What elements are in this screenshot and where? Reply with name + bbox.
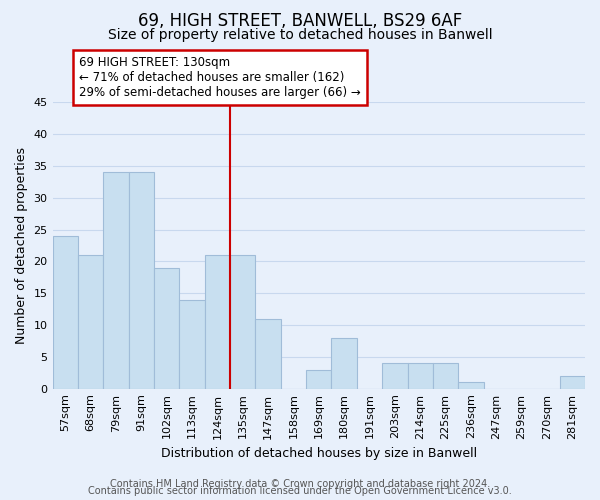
Bar xyxy=(103,172,128,388)
Bar xyxy=(205,255,230,388)
Text: Contains HM Land Registry data © Crown copyright and database right 2024.: Contains HM Land Registry data © Crown c… xyxy=(110,479,490,489)
Bar xyxy=(230,255,256,388)
Bar xyxy=(179,300,205,388)
Bar xyxy=(382,363,407,388)
Bar xyxy=(128,172,154,388)
Bar xyxy=(560,376,585,388)
Bar xyxy=(458,382,484,388)
Bar xyxy=(306,370,331,388)
Bar xyxy=(407,363,433,388)
Bar xyxy=(78,255,103,388)
Text: Contains public sector information licensed under the Open Government Licence v3: Contains public sector information licen… xyxy=(88,486,512,496)
Bar xyxy=(53,236,78,388)
Text: Size of property relative to detached houses in Banwell: Size of property relative to detached ho… xyxy=(107,28,493,42)
Bar xyxy=(154,268,179,388)
Text: 69 HIGH STREET: 130sqm
← 71% of detached houses are smaller (162)
29% of semi-de: 69 HIGH STREET: 130sqm ← 71% of detached… xyxy=(79,56,361,99)
Bar xyxy=(433,363,458,388)
Bar xyxy=(256,318,281,388)
Text: 69, HIGH STREET, BANWELL, BS29 6AF: 69, HIGH STREET, BANWELL, BS29 6AF xyxy=(138,12,462,30)
X-axis label: Distribution of detached houses by size in Banwell: Distribution of detached houses by size … xyxy=(161,447,477,460)
Bar xyxy=(331,338,357,388)
Y-axis label: Number of detached properties: Number of detached properties xyxy=(15,147,28,344)
